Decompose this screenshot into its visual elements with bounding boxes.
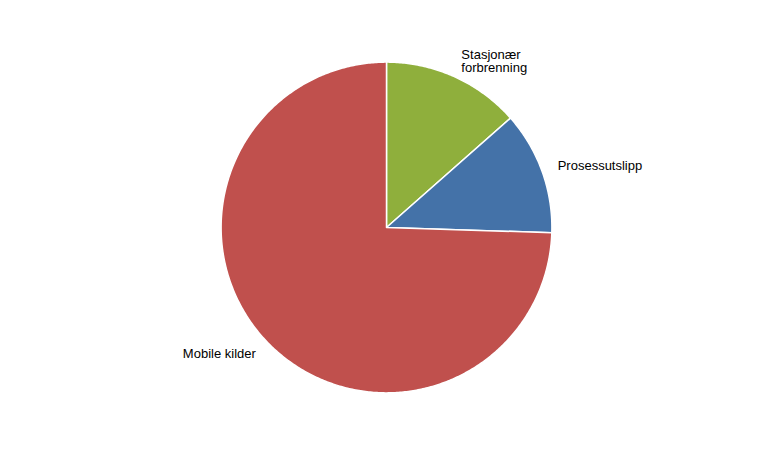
- svg-text:Stasjonærforbrenning: Stasjonærforbrenning: [461, 47, 527, 75]
- svg-text:Prosessutslipp: Prosessutslipp: [558, 158, 643, 173]
- svg-text:Mobile kilder: Mobile kilder: [183, 346, 257, 361]
